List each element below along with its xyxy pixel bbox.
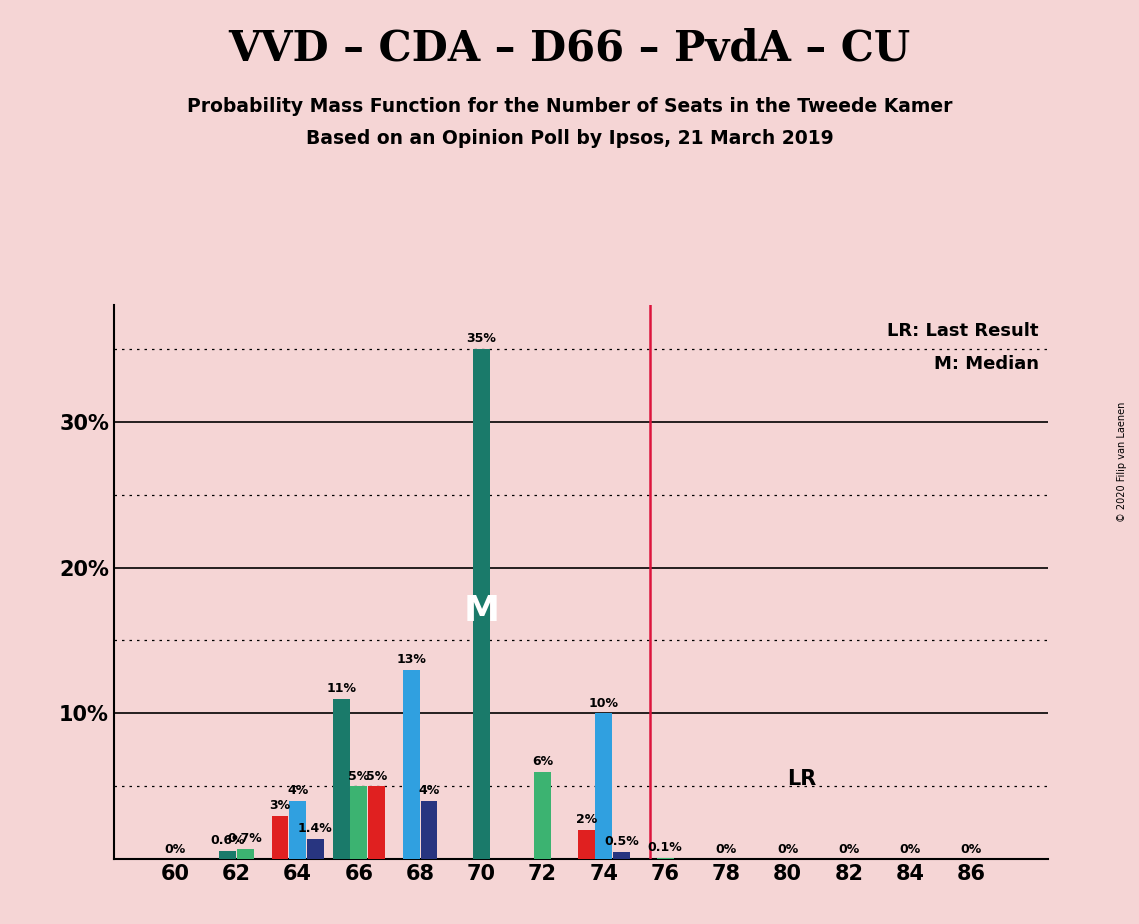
- Bar: [219, 851, 236, 859]
- Bar: [534, 772, 551, 859]
- Bar: [577, 830, 595, 859]
- Text: VVD – CDA – D66 – PvdA – CU: VVD – CDA – D66 – PvdA – CU: [229, 28, 910, 69]
- Text: 0%: 0%: [838, 843, 860, 856]
- Text: 5%: 5%: [366, 770, 387, 783]
- Bar: [351, 786, 367, 859]
- Bar: [420, 801, 437, 859]
- Bar: [657, 857, 673, 859]
- Bar: [237, 849, 254, 859]
- Text: LR: Last Result: LR: Last Result: [887, 322, 1039, 339]
- Text: Probability Mass Function for the Number of Seats in the Tweede Kamer: Probability Mass Function for the Number…: [187, 97, 952, 116]
- Text: 11%: 11%: [326, 682, 357, 695]
- Text: 0.6%: 0.6%: [211, 834, 245, 847]
- Text: Based on an Opinion Poll by Ipsos, 21 March 2019: Based on an Opinion Poll by Ipsos, 21 Ma…: [305, 129, 834, 149]
- Text: 0.5%: 0.5%: [604, 835, 639, 848]
- Bar: [271, 816, 288, 859]
- Bar: [289, 801, 306, 859]
- Text: 0%: 0%: [960, 843, 982, 856]
- Bar: [596, 713, 613, 859]
- Text: 0%: 0%: [164, 843, 186, 856]
- Text: 1.4%: 1.4%: [298, 822, 333, 835]
- Text: 35%: 35%: [467, 332, 497, 345]
- Text: © 2020 Filip van Laenen: © 2020 Filip van Laenen: [1117, 402, 1126, 522]
- Bar: [473, 348, 490, 859]
- Text: 4%: 4%: [287, 784, 309, 797]
- Text: 13%: 13%: [396, 653, 426, 666]
- Text: 0%: 0%: [715, 843, 737, 856]
- Bar: [613, 852, 630, 859]
- Bar: [306, 839, 323, 859]
- Bar: [368, 786, 385, 859]
- Text: 3%: 3%: [270, 799, 290, 812]
- Text: 6%: 6%: [532, 755, 554, 768]
- Text: 0%: 0%: [900, 843, 920, 856]
- Text: 0%: 0%: [777, 843, 798, 856]
- Text: 0.7%: 0.7%: [228, 833, 263, 845]
- Text: 5%: 5%: [349, 770, 369, 783]
- Text: LR: LR: [787, 769, 817, 789]
- Text: 4%: 4%: [418, 784, 440, 797]
- Text: M: M: [464, 594, 499, 628]
- Text: 2%: 2%: [575, 813, 597, 826]
- Text: 0.1%: 0.1%: [648, 841, 682, 854]
- Text: 10%: 10%: [589, 697, 618, 710]
- Text: M: Median: M: Median: [934, 355, 1039, 372]
- Bar: [403, 670, 419, 859]
- Bar: [333, 699, 350, 859]
